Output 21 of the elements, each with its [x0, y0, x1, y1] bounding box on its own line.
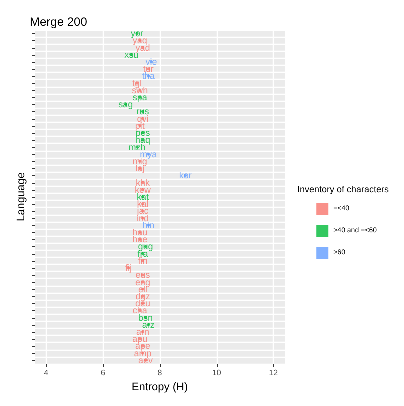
x-tick-label: 10 — [212, 368, 222, 378]
y-tick-label: kat — [136, 192, 150, 202]
y-tick-label: kal — [137, 199, 149, 210]
x-tick-label: 12 — [269, 368, 279, 378]
x-tick-label: 8 — [158, 368, 163, 378]
y-axis-title: Language — [16, 172, 28, 222]
y-tick-label: tha — [142, 71, 155, 82]
legend-title: Inventory of characters — [297, 184, 390, 194]
y-tick-label: vie — [146, 56, 158, 67]
y-tick-label: sag — [118, 100, 134, 110]
x-tick-label: 6 — [100, 368, 106, 378]
y-tick-label: kor — [179, 170, 192, 181]
chart-title: Merge 200 — [30, 15, 88, 29]
y-tick-label: dgz — [136, 291, 151, 302]
y-tick-label: arn — [136, 327, 150, 338]
y-tick-label: spa — [132, 92, 148, 103]
y-tick-label: yor — [131, 28, 144, 39]
y-tick-label: hin — [142, 220, 155, 230]
x-tick-label: 4 — [44, 368, 50, 378]
x-axis-title: Entropy (H) — [132, 382, 188, 394]
y-tick-label: tgl — [132, 78, 142, 88]
